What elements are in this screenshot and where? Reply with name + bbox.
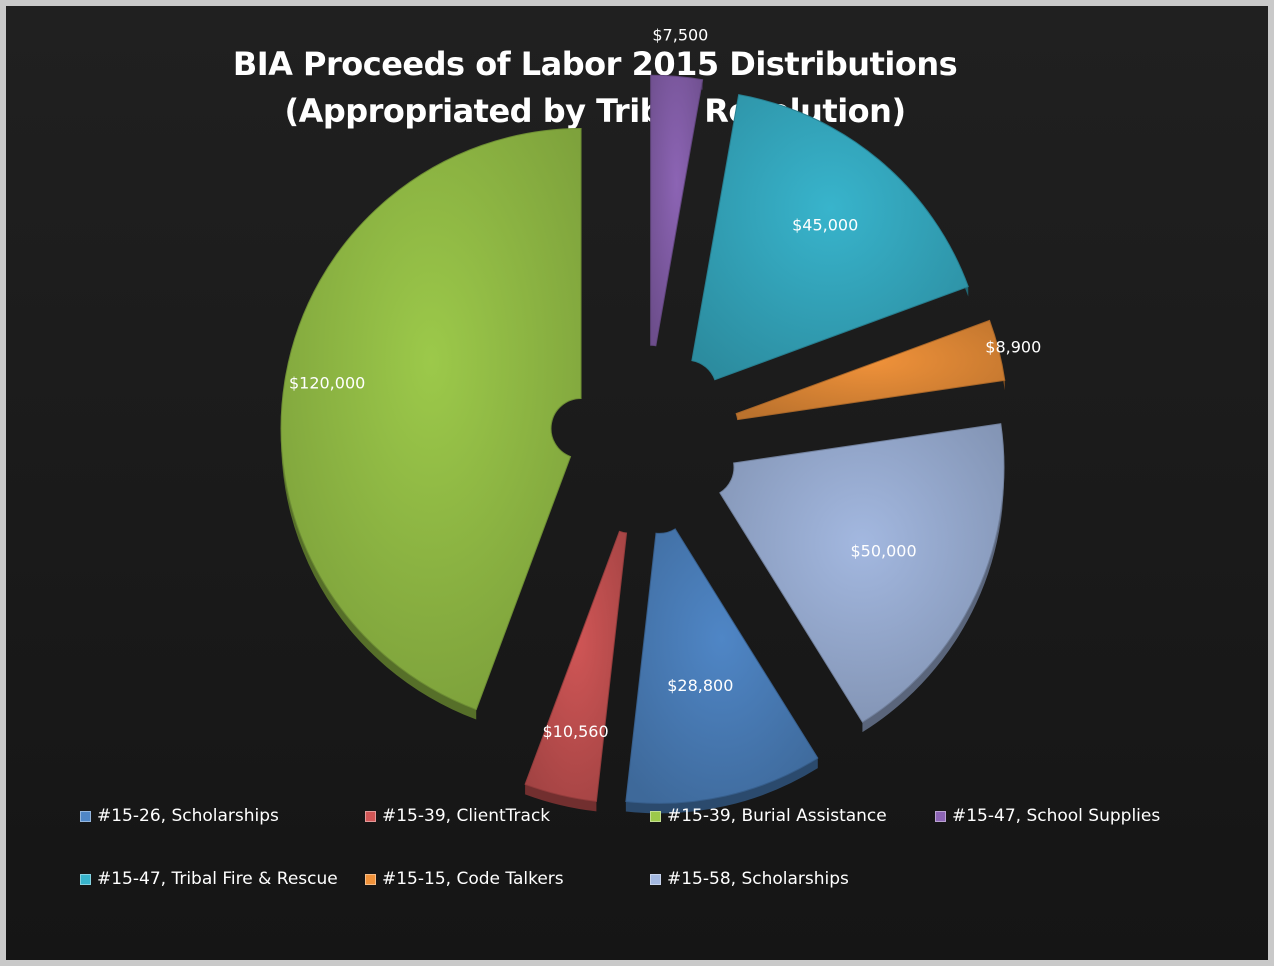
pie-slice-15-47-tribal-fire-rescue [691, 94, 969, 381]
pie-slice-face [280, 127, 582, 711]
pie-slice-face [524, 530, 628, 802]
data-label-15-39-burial-assistance: $120,000 [289, 374, 365, 393]
data-label-15-58-scholarships: $50,000 [851, 542, 917, 561]
pie-slice-face [625, 528, 819, 804]
pie-slice-face [691, 94, 969, 381]
data-label-15-39-clienttrack: $10,560 [542, 722, 608, 741]
data-label-15-15-code-talkers: $8,900 [985, 337, 1041, 356]
chart-title: BIA Proceeds of Labor 2015 Distributions [232, 45, 958, 83]
pie-slice-edge [625, 758, 818, 814]
pie-slice-15-47-school-supplies [650, 74, 704, 347]
data-label-15-47-school-supplies: $7,500 [652, 26, 708, 45]
pie-slice-15-39-burial-assistance [280, 127, 582, 720]
pie-slice-face [719, 423, 1005, 723]
pie-slice-edge [525, 784, 597, 812]
data-label-15-26-scholarships: $28,800 [667, 676, 733, 695]
data-label-15-47-tribal-fire-rescue: $45,000 [792, 215, 858, 234]
pie-slice-15-15-code-talkers [735, 319, 1006, 421]
pie-slice-15-39-clienttrack [524, 530, 628, 812]
pie-slice-face [650, 74, 704, 347]
pie-slice-15-26-scholarships [625, 528, 819, 814]
pie-slice-edge [862, 423, 1004, 733]
pie-slice-face [735, 319, 1006, 421]
pie-slice-15-58-scholarships [719, 423, 1005, 733]
